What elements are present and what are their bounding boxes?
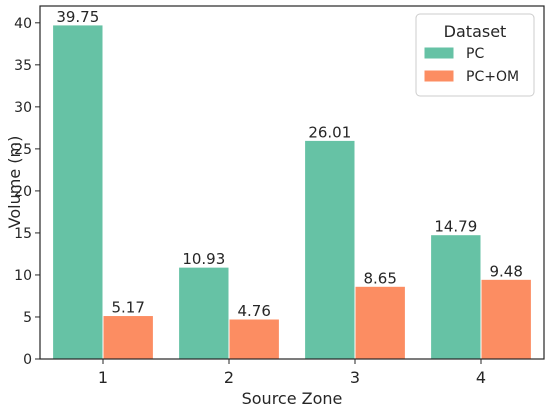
x-tick-label: 4: [476, 368, 486, 387]
bar-pc-om-zone-3: [354, 285, 406, 360]
bar-pc-zone-2: [178, 266, 230, 360]
bar-label-pc-zone-2: 10.93: [182, 250, 225, 268]
y-axis-title: Volume (m): [5, 136, 24, 229]
plot-frame: [39, 5, 545, 360]
y-tick-label: 25: [14, 142, 32, 158]
bar-pc-zone-1: [52, 24, 104, 360]
bar-label-pc-zone-4: 14.79: [434, 218, 477, 236]
legend-label-pc-om: PC+OM: [466, 69, 519, 85]
y-tick-label: 30: [14, 100, 32, 116]
y-tick-label: 20: [14, 184, 32, 200]
x-tick-label: 3: [350, 368, 360, 387]
bar-label-pc-zone-1: 39.75: [56, 8, 99, 26]
bar-label-pc-om-zone-2: 4.76: [237, 302, 270, 320]
bar-pc-om-zone-2: [228, 318, 280, 360]
bar-pc-om-zone-1: [102, 315, 154, 360]
bar-label-pc-om-zone-4: 9.48: [489, 262, 522, 280]
legend-swatch-pc-om: [423, 69, 455, 83]
legend-swatch-pc: [423, 46, 455, 60]
x-tick-label: 1: [98, 368, 108, 387]
x-axis: 1 2 3 4: [98, 359, 486, 387]
y-tick-label: 10: [14, 268, 32, 284]
bar-pc-zone-4: [430, 234, 482, 360]
x-axis-title: Source Zone: [242, 389, 343, 408]
bars-layer: [52, 24, 532, 360]
legend: Dataset PC PC+OM: [415, 13, 535, 97]
y-tick-label: 15: [14, 226, 32, 242]
legend-title: Dataset: [444, 22, 507, 41]
bar-label-pc-om-zone-1: 5.17: [111, 299, 144, 317]
y-tick-label: 35: [14, 58, 32, 74]
legend-label-pc: PC: [466, 46, 484, 62]
bar-pc-zone-3: [304, 139, 356, 360]
x-tick-label: 2: [224, 368, 234, 387]
y-tick-label: 40: [14, 16, 32, 32]
bar-label-pc-zone-3: 26.01: [308, 123, 351, 141]
bar-label-pc-om-zone-3: 8.65: [363, 269, 396, 287]
bar-labels-layer: 39.75 5.17 10.93 4.76 26.01 8.65 14.79 9.48: [56, 8, 523, 320]
y-tick-label: 0: [23, 352, 32, 368]
y-axis: 0 5 10 15 20 25 30 35 40: [14, 16, 40, 368]
y-tick-label: 5: [23, 310, 32, 326]
bar-pc-om-zone-4: [480, 278, 532, 360]
